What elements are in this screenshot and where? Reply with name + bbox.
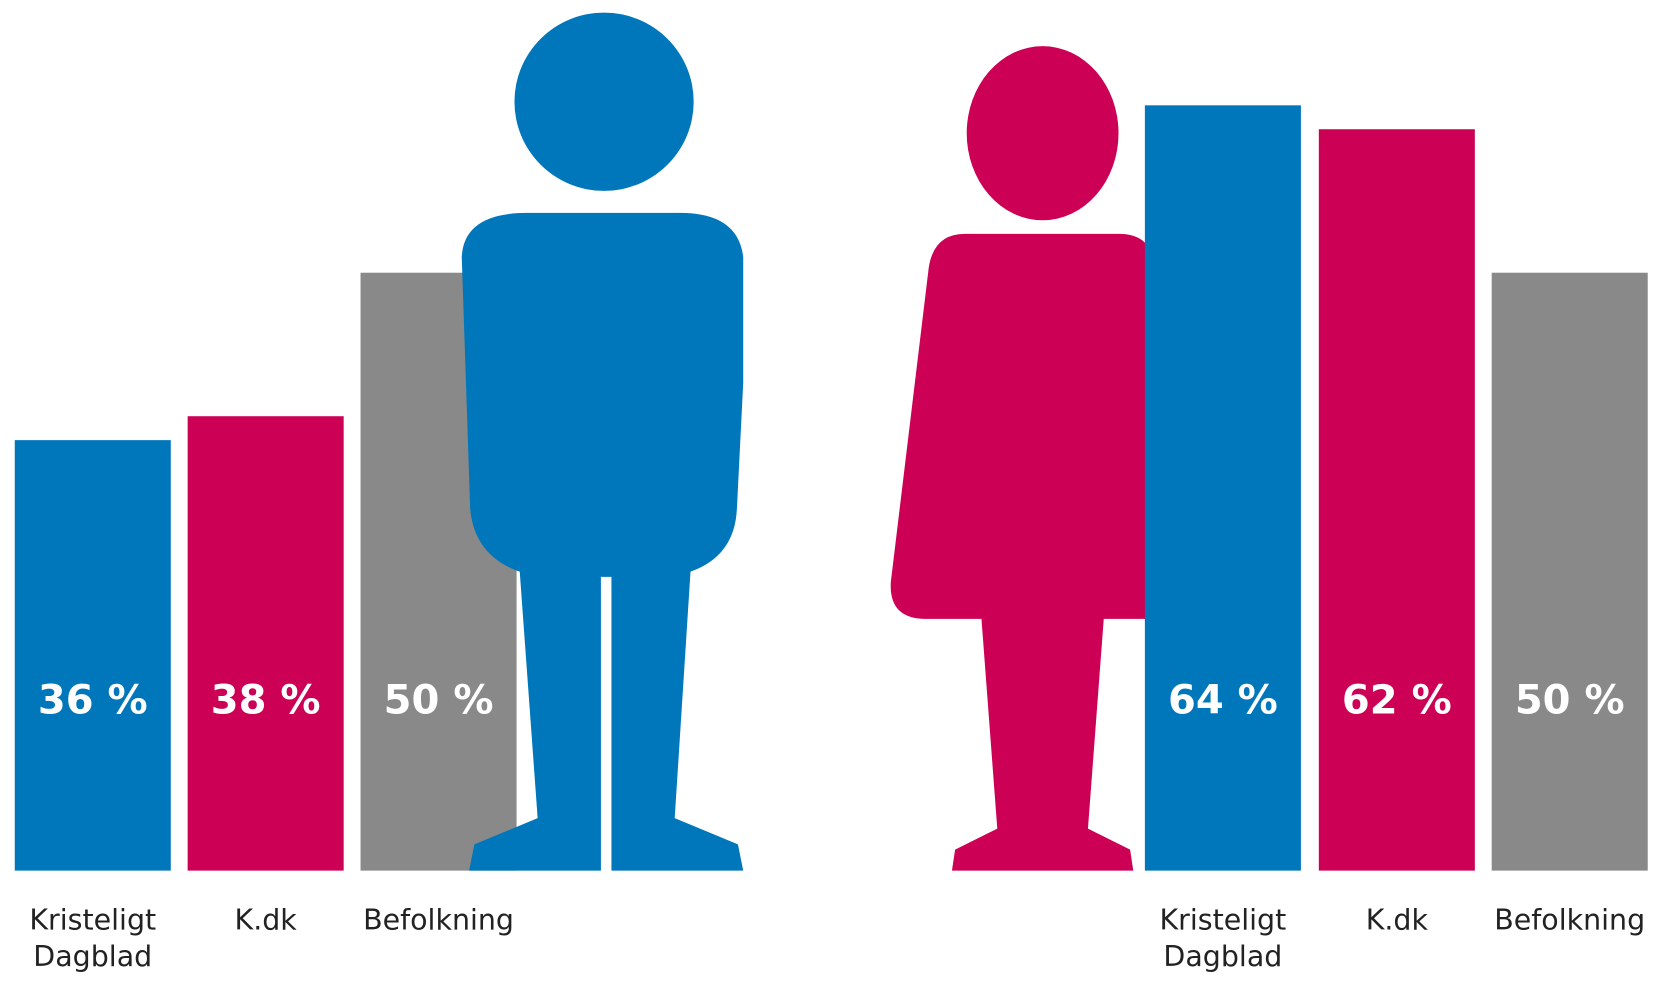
woman-body — [890, 233, 1195, 871]
category-label-box: Befolkning — [363, 904, 515, 937]
value-label: 36 % — [38, 677, 148, 723]
value-label: 64 % — [1168, 677, 1278, 723]
man-body — [461, 212, 744, 871]
value-label: 38 % — [211, 677, 321, 723]
bar — [187, 416, 344, 871]
category-label: Befolkning — [1494, 904, 1646, 937]
bar — [1318, 129, 1475, 871]
chart-men: 36 % Kristeligt Dagblad 38 % K.dk 50 % Befolk… — [14, 272, 517, 974]
value-label: 62 % — [1342, 677, 1452, 723]
woman-head — [966, 46, 1119, 221]
category-label: Kristeligt Dagblad — [1159, 904, 1287, 974]
category-label-box: K.dk — [1365, 904, 1428, 937]
value-label: 50 % — [1515, 677, 1625, 723]
bar — [14, 440, 171, 871]
category-label-box: Befolkning — [1494, 904, 1646, 937]
bar — [1144, 105, 1301, 871]
category-label: K.dk — [234, 904, 297, 937]
category-label-box: Kristeligt Dagblad — [29, 904, 157, 974]
category-label: Befolkning — [363, 904, 515, 937]
chart-women: 64 % Kristeligt Dagblad 62 % K.dk 50 % Befolk… — [1144, 105, 1648, 974]
woman-icon — [890, 46, 1195, 871]
value-label: 50 % — [384, 677, 494, 723]
category-label: K.dk — [1365, 904, 1428, 937]
man-head — [514, 12, 694, 191]
bar — [1491, 272, 1648, 871]
category-label-box: K.dk — [234, 904, 297, 937]
man-icon — [461, 12, 744, 871]
category-label: Kristeligt Dagblad — [29, 904, 157, 974]
category-label-box: Kristeligt Dagblad — [1159, 904, 1287, 974]
